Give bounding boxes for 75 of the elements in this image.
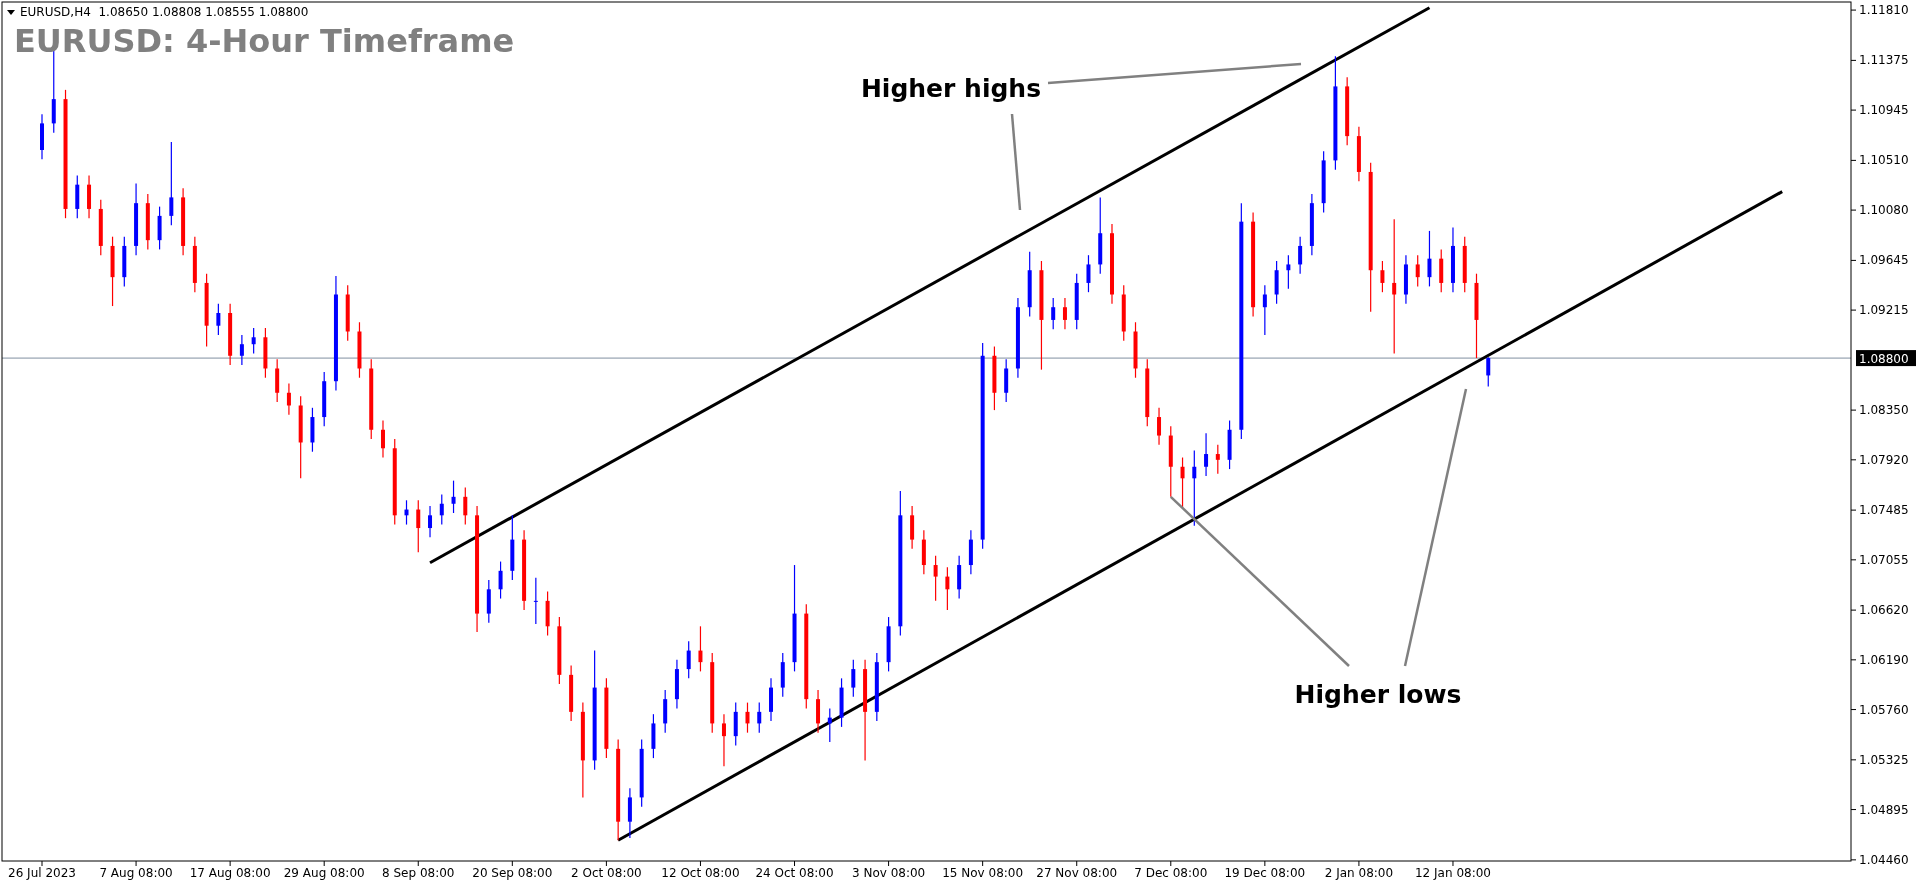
x-tick-label: 15 Nov 08:00 [942,866,1024,880]
candlestick [1215,444,1220,475]
candlestick [251,327,256,355]
candlestick [1415,254,1420,288]
y-tick-label: 1.09645 [1859,253,1909,268]
candlestick [1298,236,1303,275]
chart-subtitle: EURUSD,H4 1.08650 1.08808 1.08555 1.08800 [20,5,309,19]
x-tick-label: 27 Nov 08:00 [1036,866,1118,880]
candlestick [498,560,503,600]
candlestick [1427,230,1432,288]
y-tick-label: 1.07485 [1859,503,1909,518]
text: EURUSD: 4-Hour Timeframe [14,22,515,60]
candlestick [698,625,703,672]
x-tick-label: 2 Jan 08:00 [1324,866,1394,880]
candlestick [721,713,726,767]
y-tick-label: 1.07920 [1859,452,1909,467]
annotation: Higher highs [860,74,1042,103]
x-tick-label: 7 Dec 08:00 [1134,866,1208,880]
x-tick-label: 2 Oct 08:00 [571,866,642,880]
candlestick [1262,284,1267,336]
candlestick [1062,297,1067,330]
y-tick-label: 1.05760 [1859,702,1909,717]
candlestick [851,659,856,698]
annotation: Higher lows [1294,680,1462,709]
y-tick-label: 1.06190 [1859,652,1909,667]
x-tick-label: 20 Sep 08:00 [472,866,553,880]
candlestick [416,499,421,553]
x-tick-label: 8 Sep 08:00 [382,866,455,880]
candlestick [1157,407,1162,446]
candlestick [1180,456,1185,509]
x-tick-label: 17 Aug 08:00 [189,866,271,880]
candlestick [380,419,385,459]
y-tick-label: 1.08350 [1859,403,1909,418]
candlestick [169,141,174,226]
x-tick-label: 12 Jan 08:00 [1414,866,1491,880]
candlestick [1486,356,1491,388]
y-tick-label: 1.06620 [1859,603,1909,618]
y-tick-label: 1.11810 [1859,3,1909,18]
y-tick-label: 1.10945 [1859,103,1909,118]
y-tick-label: 1.04895 [1859,802,1909,817]
candlestick [1286,254,1291,290]
y-tick-label: 1.11375 [1859,53,1909,68]
candlestick [286,382,291,416]
x-tick-label: 24 Oct 08:00 [755,866,834,880]
candlestick [1392,218,1397,355]
candlestick [463,486,468,526]
x-tick-label: 29 Aug 08:00 [283,866,365,880]
x-tick-label: 19 Dec 08:00 [1224,866,1306,880]
candlestick [745,702,750,734]
candlestick [1192,449,1197,527]
x-tick-label: 7 Aug 08:00 [99,866,173,880]
x-tick-label: 12 Oct 08:00 [661,866,740,880]
candlestick [216,303,221,336]
candlestick [757,702,762,734]
candlestick [686,640,691,679]
candlestick [428,505,433,538]
candlestick [439,493,444,526]
candlestick [533,577,538,625]
y-tick-label: 1.04460 [1859,852,1909,867]
ref-line-label: 1.08800 [1859,352,1909,367]
y-tick-label: 1.10080 [1859,203,1909,218]
y-tick-label: 1.07055 [1859,552,1909,567]
candlestick [1051,297,1056,330]
candlestick [1380,260,1385,293]
candlestick [945,566,950,611]
candlestick [451,480,456,514]
x-tick-label: 26 Jul 2023 [8,866,76,880]
candlestick [933,555,938,602]
candlestick [1086,254,1091,293]
y-tick-label: 1.05325 [1859,752,1909,767]
candlestick [239,334,244,366]
y-tick-label: 1.10510 [1859,153,1909,168]
y-tick-label: 1.09215 [1859,303,1909,318]
candlestick [1204,432,1209,477]
x-tick-label: 3 Nov 08:00 [851,866,926,880]
